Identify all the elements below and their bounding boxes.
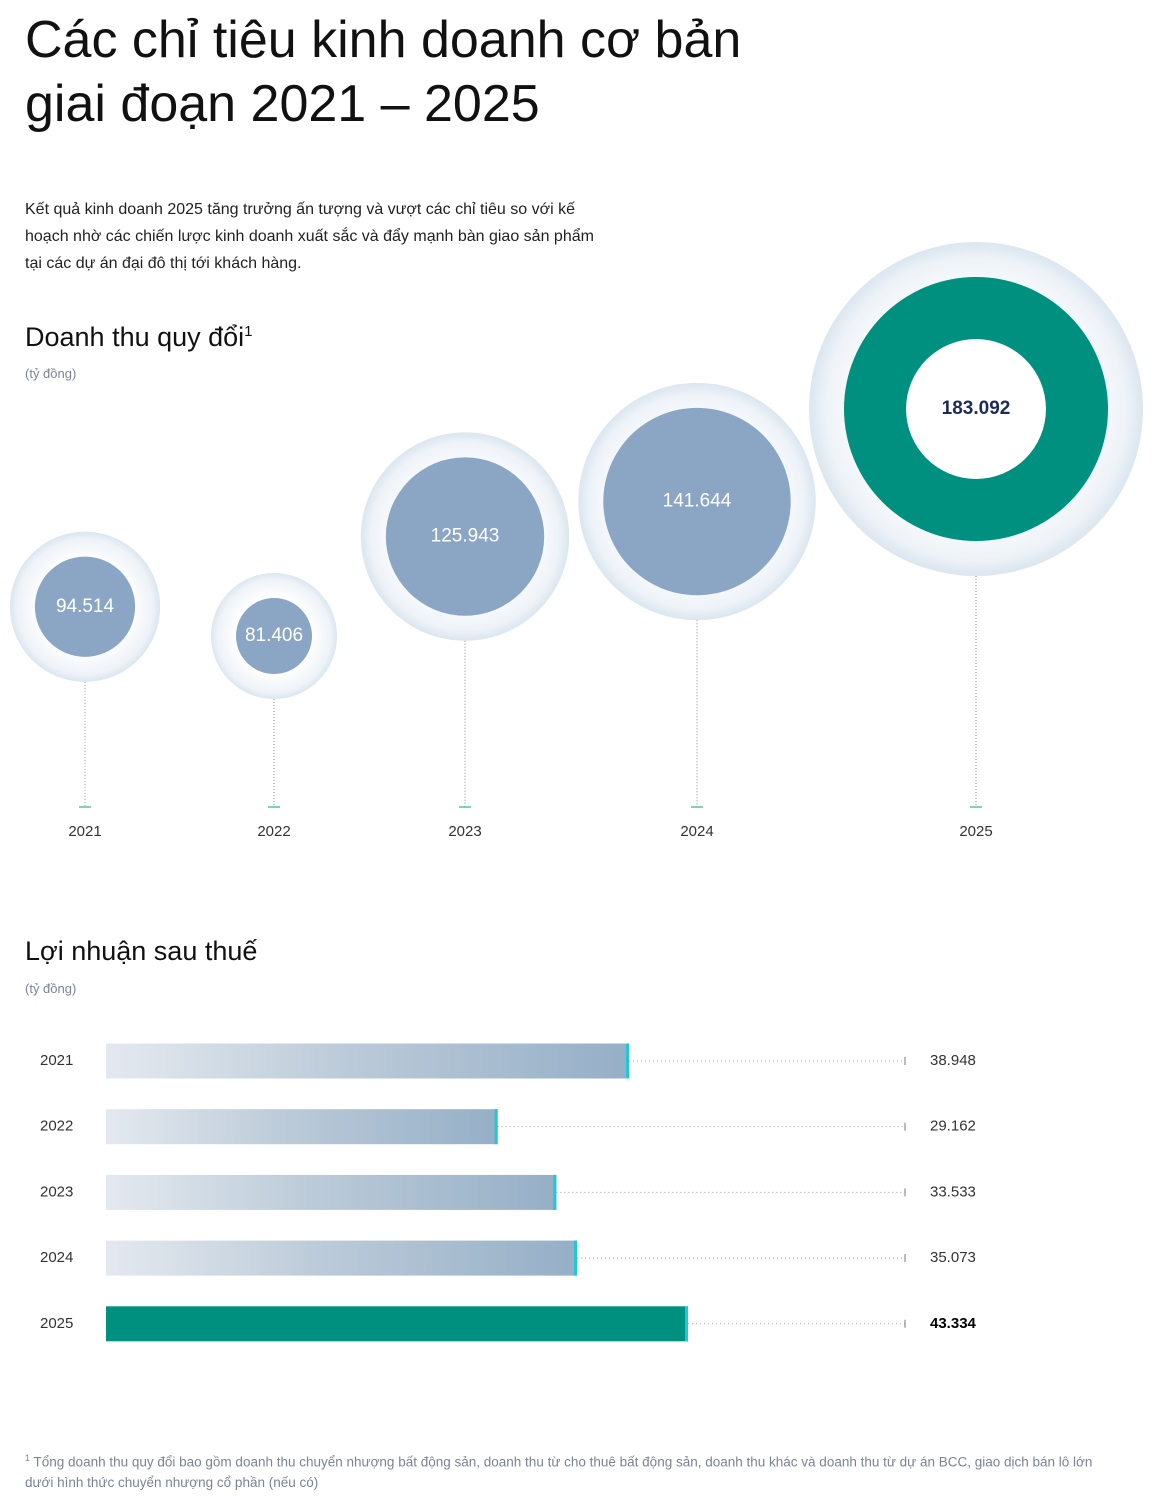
bar-cap <box>494 1109 498 1145</box>
chart-subtitle: (tỷ đồng) <box>25 366 77 381</box>
x-tick-label: 2022 <box>257 823 290 840</box>
value-label: 81.406 <box>245 625 303 646</box>
value-label: 35.073 <box>930 1249 976 1266</box>
footnote: 1 Tổng doanh thu quy đổi bao gồm doanh t… <box>25 1448 1105 1493</box>
footnote-marker: 1 <box>25 1453 31 1463</box>
value-label: 183.092 <box>942 398 1011 419</box>
page-title: Các chỉ tiêu kinh doanh cơ bản giai đoạn… <box>25 8 741 136</box>
value-label: 29.162 <box>930 1118 976 1135</box>
bar-cap <box>574 1240 578 1276</box>
y-tick-label: 2022 <box>40 1118 73 1135</box>
y-tick-label: 2023 <box>40 1183 73 1200</box>
value-label: 141.644 <box>663 491 732 512</box>
value-label: 43.334 <box>930 1315 977 1332</box>
x-tick-label: 2021 <box>68 823 101 840</box>
footnote-text: Tổng doanh thu quy đổi bao gồm doanh thu… <box>25 1454 1093 1490</box>
chart-title: Lợi nhuận sau thuế <box>25 936 258 966</box>
bar <box>106 1109 498 1145</box>
value-label: 38.948 <box>930 1052 976 1069</box>
bar <box>106 1240 578 1276</box>
x-tick-label: 2024 <box>680 823 713 840</box>
bubble <box>385 457 545 616</box>
x-tick-label: 2023 <box>448 823 481 840</box>
y-tick-label: 2025 <box>40 1315 73 1332</box>
bubble-hole <box>906 339 1046 479</box>
bar-cap <box>626 1043 630 1079</box>
title-line: giai đoạn 2021 – 2025 <box>25 75 540 133</box>
value-label: 125.943 <box>431 526 500 547</box>
bubble <box>34 556 136 657</box>
bar-cap <box>685 1306 688 1342</box>
footnote-ref: 1 <box>244 323 253 340</box>
bar <box>106 1043 630 1079</box>
bar <box>106 1306 688 1342</box>
value-label: 33.533 <box>930 1183 976 1200</box>
intro: Kết quả kinh doanh 2025 tăng trưởng ấn t… <box>25 201 594 272</box>
y-tick-label: 2021 <box>40 1052 73 1069</box>
x-tick-label: 2025 <box>959 823 992 840</box>
chart-title-text: Doanh thu quy đổi <box>25 322 245 352</box>
chart-title: Doanh thu quy đổi1 <box>25 322 253 353</box>
value-label: 94.514 <box>56 596 115 617</box>
bar-cap <box>553 1174 557 1210</box>
title-line: Các chỉ tiêu kinh doanh cơ bản <box>25 11 742 69</box>
chart-subtitle: (tỷ đồng) <box>25 981 77 996</box>
bubble <box>603 407 791 596</box>
bar <box>106 1174 557 1210</box>
bubble <box>236 598 312 674</box>
y-tick-label: 2024 <box>40 1249 73 1266</box>
